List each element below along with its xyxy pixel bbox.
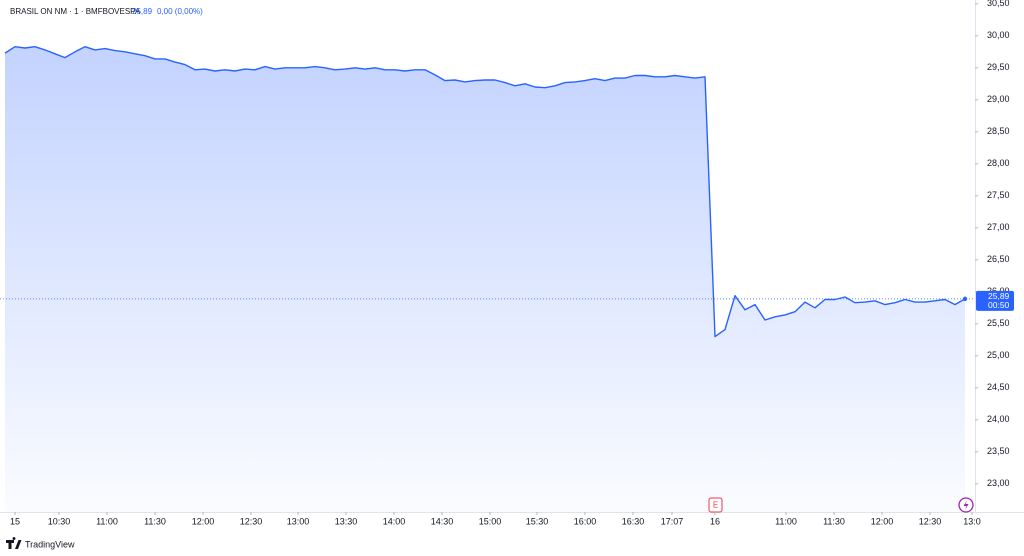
- x-tick-label: 13:30: [335, 516, 358, 526]
- x-tick-label: 12:30: [240, 516, 263, 526]
- y-tick-label: 24,50: [987, 382, 1010, 392]
- x-tick-label: 11:30: [144, 516, 166, 526]
- x-tick-label: 15: [10, 516, 20, 526]
- y-tick-label: 25,00: [987, 350, 1010, 360]
- x-tick-label: 17:07: [661, 516, 684, 526]
- y-tick-label: 23,50: [987, 446, 1010, 456]
- plot-area: [0, 46, 975, 512]
- x-tick-label: 12:00: [871, 516, 894, 526]
- x-tick-label: 14:30: [431, 516, 454, 526]
- area-fill: [5, 46, 965, 512]
- earnings-label: E: [713, 501, 718, 510]
- x-tick-label: 13:0: [963, 516, 981, 526]
- y-tick-label: 24,00: [987, 414, 1010, 424]
- x-tick-label: 12:00: [192, 516, 215, 526]
- x-tick-label: 13:00: [287, 516, 310, 526]
- y-tick-label: 29,00: [987, 94, 1010, 104]
- y-tick-label: 30,00: [987, 30, 1010, 40]
- last-price: 25,89: [132, 7, 153, 16]
- y-tick-label: 29,50: [987, 62, 1010, 72]
- price-line: [4, 46, 966, 338]
- x-tick-label: 12:30: [919, 516, 942, 526]
- x-tick-label: 16:00: [574, 516, 597, 526]
- x-tick-label: 11:00: [96, 516, 118, 526]
- y-tick-label: 30,50: [987, 0, 1010, 8]
- tv-logo: [6, 537, 22, 549]
- x-tick-label: 16: [710, 516, 720, 526]
- x-tick-label: 16:30: [622, 516, 645, 526]
- x-tick-label: 10:30: [48, 516, 71, 526]
- brand: TradingView: [25, 539, 75, 549]
- x-tick-label: 15:30: [526, 516, 549, 526]
- x-tick-label: 14:00: [383, 516, 406, 526]
- y-tick-label: 23,00: [987, 478, 1010, 488]
- x-tick-label: 15:00: [479, 516, 502, 526]
- y-tick-label: 27,50: [987, 190, 1010, 200]
- price-change: 0,00 (0,00%): [157, 7, 203, 16]
- price-tag-price: 25,89: [988, 291, 1010, 301]
- x-tick-label: 11:30: [823, 516, 845, 526]
- y-tick-label: 25,50: [987, 318, 1010, 328]
- symbol: BRASIL ON NM · 1 · BMFBOVESPA: [10, 7, 141, 16]
- price-tag-countdown: 00:50: [988, 300, 1010, 310]
- y-tick-label: 28,50: [987, 126, 1010, 136]
- x-tick-label: 11:00: [775, 516, 797, 526]
- lightning-icon: [963, 500, 969, 510]
- y-tick-label: 27,00: [987, 222, 1010, 232]
- last-point: [962, 296, 968, 302]
- y-tick-label: 26,50: [987, 254, 1010, 264]
- price-tag: [976, 290, 1014, 311]
- y-tick-label: 28,00: [987, 158, 1010, 168]
